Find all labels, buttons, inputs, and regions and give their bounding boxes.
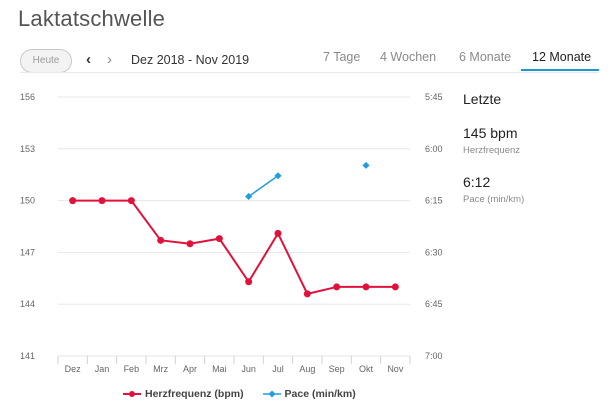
hr-segment [218, 238, 250, 283]
x-tick-label: Feb [124, 364, 140, 374]
pace-segment [248, 175, 279, 198]
hr-segment [130, 200, 162, 241]
summary-heading: Letzte [463, 91, 502, 107]
hr-point [215, 235, 223, 243]
x-tick-label: Okt [359, 364, 374, 374]
tab-12-months[interactable]: 12 Monate [532, 50, 592, 64]
x-tick-label: Mrz [153, 364, 168, 374]
summary-hr-value: 145 bpm [463, 125, 518, 141]
legend-swatch-pace [262, 390, 281, 398]
y-left-tick-label: 144 [20, 299, 35, 309]
hr-point [333, 283, 341, 291]
legend-label-heart-rate: Herzfrequenz (bpm) [145, 388, 244, 401]
tab-7-days[interactable]: 7 Tage [323, 50, 361, 64]
date-range-label: Dez 2018 - Nov 2019 [131, 53, 250, 67]
x-tick-label: Jun [241, 364, 256, 374]
y-left-tick-label: 150 [20, 196, 35, 206]
x-tick-label: Mai [212, 364, 227, 374]
x-tick-label: Apr [183, 364, 197, 374]
hr-segment [247, 232, 279, 283]
chart-axes: 156 5:45 153 6:00 150 6:15 147 6:30 144 6:45 141 7:… [20, 92, 443, 374]
latest-summary: Letzte 145 bpm Herzfrequenz 6:12 Pace (m… [463, 91, 603, 205]
x-tick-label: Sep [329, 364, 345, 374]
summary-hr-label: Herzfrequenz [463, 145, 521, 156]
chevron-right-icon[interactable]: › [107, 51, 112, 68]
hr-point [391, 283, 399, 291]
legend-swatch-heart-rate [123, 391, 141, 398]
x-tick-label: Jan [95, 364, 110, 374]
hr-point [69, 197, 77, 205]
chart-series [69, 161, 399, 298]
pace-point [274, 172, 282, 180]
y-left-tick-label: 153 [20, 144, 35, 154]
y-right-tick-label: 5:45 [425, 92, 443, 102]
x-tick-label: Dez [65, 364, 82, 374]
hr-point [274, 229, 282, 237]
pace-point [362, 161, 370, 169]
hr-point [127, 197, 135, 205]
y-right-tick-label: 7:00 [425, 351, 443, 361]
page-title: Laktatschwelle [18, 6, 166, 31]
hr-segment [189, 237, 220, 245]
toolbar: Heute ‹ › Dez 2018 - Nov 2019 7 Tage 4 W… [0, 48, 616, 74]
hr-point [98, 197, 106, 205]
hr-point [362, 283, 370, 291]
chart-legend: Herzfrequenz (bpm) Pace (min/km) [123, 388, 372, 404]
legend-label-pace: Pace (min/km) [284, 388, 356, 401]
hr-point [245, 278, 253, 286]
x-tick-label: Nov [387, 364, 404, 374]
hr-point [303, 290, 311, 298]
y-right-tick-label: 6:30 [425, 247, 443, 257]
x-tick-label: Aug [299, 364, 315, 374]
y-right-tick-label: 6:15 [425, 196, 443, 206]
y-right-tick-label: 6:00 [425, 144, 443, 154]
chevron-left-icon[interactable]: ‹ [86, 51, 91, 68]
x-tick-label: Jul [272, 364, 284, 374]
y-right-tick-label: 6:45 [425, 299, 443, 309]
legend-item-heart-rate[interactable]: Herzfrequenz (bpm) [123, 388, 244, 400]
hr-point [157, 236, 165, 244]
toolbar-divider [20, 72, 599, 73]
tab-4-weeks[interactable]: 4 Wochen [380, 50, 437, 64]
hr-point [186, 240, 194, 248]
pace-point [245, 192, 253, 200]
today-button[interactable]: Heute [20, 49, 72, 73]
tab-6-months[interactable]: 6 Monate [459, 50, 512, 64]
y-left-tick-label: 156 [20, 92, 35, 102]
y-left-tick-label: 141 [20, 351, 35, 361]
legend-item-pace[interactable]: Pace (min/km) [262, 388, 356, 401]
summary-pace-label: Pace (min/km) [463, 194, 525, 205]
chart-gridlines [58, 96, 410, 357]
y-left-tick-label: 147 [20, 247, 35, 257]
hr-segment [160, 239, 191, 245]
summary-pace-value: 6:12 [463, 174, 491, 190]
hr-segment [307, 285, 337, 295]
hr-segment [277, 232, 309, 295]
active-tab-indicator [521, 69, 599, 71]
